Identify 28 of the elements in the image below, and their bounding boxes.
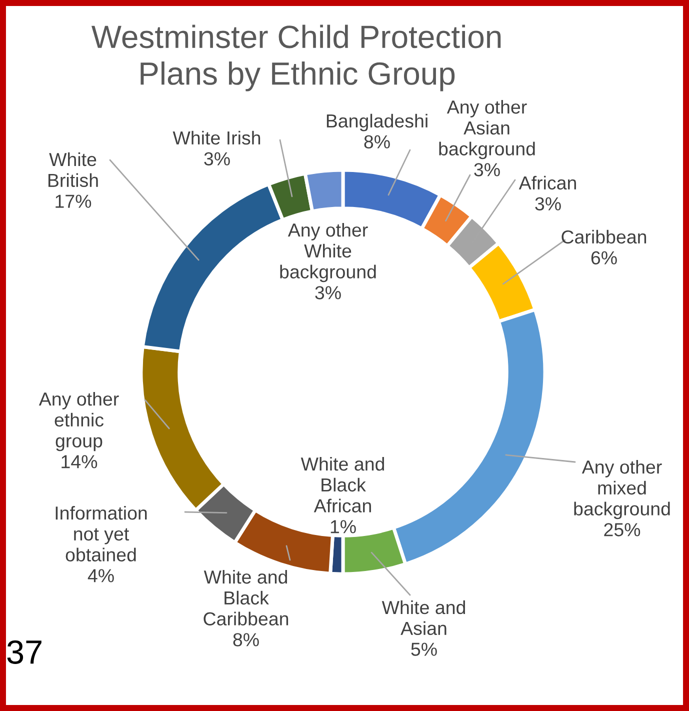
slice-label: White Irish [172,130,260,145]
data-label: 25% [604,523,640,536]
data-label: 3% [204,152,230,166]
slice-label: African [518,176,576,190]
data-label: 3% [474,163,500,176]
data-label: 8% [233,633,259,646]
slice-label: White British [48,152,98,188]
chart-title: Westminster Child Protection Plans by Ethnic Group [91,24,501,92]
slice-label: Caribbean [562,230,646,244]
text: 37 [7,640,42,664]
slice-label: Any other ethnic group [38,392,119,452]
slice-label: White and Black African [300,456,384,512]
slice-label: Bangladeshi [326,114,428,132]
slice-label: Information not yet obtained [56,506,147,562]
slice-label: Any other White background [280,222,376,282]
slice-label: Any other mixed background [574,460,670,520]
data-label: 5% [411,642,437,656]
data-label: 1% [330,520,356,534]
data-label: 3% [315,286,341,300]
data-label: 14% [62,455,98,468]
data-label: 4% [88,569,114,582]
slice-label: White and Asian [382,600,466,636]
slice-label: Any other Asian background [439,100,535,160]
data-label: 3% [535,197,561,210]
slice-label: White and Black Caribbean [204,570,288,626]
data-label: 8% [364,135,390,148]
data-label: 17% [56,194,92,208]
data-label: 6% [591,251,617,264]
